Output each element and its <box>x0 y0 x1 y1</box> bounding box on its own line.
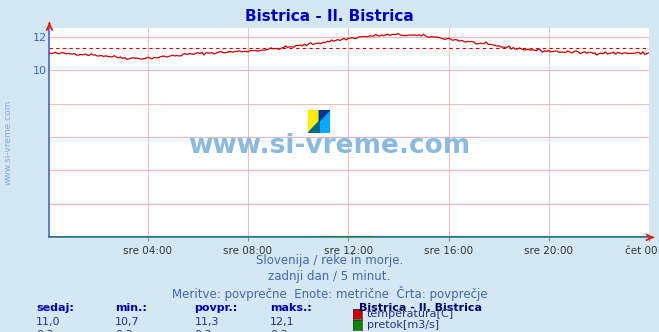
Text: 0,3: 0,3 <box>115 330 133 332</box>
Polygon shape <box>308 121 320 133</box>
Text: www.si-vreme.com: www.si-vreme.com <box>188 133 471 159</box>
Text: Meritve: povprečne  Enote: metrične  Črta: povprečje: Meritve: povprečne Enote: metrične Črta:… <box>172 286 487 301</box>
Text: povpr.:: povpr.: <box>194 303 238 313</box>
Text: 12,1: 12,1 <box>270 317 295 327</box>
Text: sedaj:: sedaj: <box>36 303 74 313</box>
Text: 0,3: 0,3 <box>36 330 54 332</box>
Text: Slovenija / reke in morje.: Slovenija / reke in morje. <box>256 254 403 267</box>
Polygon shape <box>320 110 330 133</box>
Text: 0,3: 0,3 <box>194 330 212 332</box>
Text: Bistrica - Il. Bistrica: Bistrica - Il. Bistrica <box>359 303 482 313</box>
Text: zadnji dan / 5 minut.: zadnji dan / 5 minut. <box>268 270 391 283</box>
Text: www.si-vreme.com: www.si-vreme.com <box>3 100 13 186</box>
Text: min.:: min.: <box>115 303 147 313</box>
Text: 10,7: 10,7 <box>115 317 140 327</box>
Text: temperatura[C]: temperatura[C] <box>367 309 454 319</box>
Text: 11,0: 11,0 <box>36 317 61 327</box>
Polygon shape <box>308 110 320 133</box>
Text: maks.:: maks.: <box>270 303 312 313</box>
Text: pretok[m3/s]: pretok[m3/s] <box>367 320 439 330</box>
Polygon shape <box>320 110 330 121</box>
Text: 11,3: 11,3 <box>194 317 219 327</box>
Text: 0,3: 0,3 <box>270 330 288 332</box>
Text: Bistrica - Il. Bistrica: Bistrica - Il. Bistrica <box>245 9 414 24</box>
